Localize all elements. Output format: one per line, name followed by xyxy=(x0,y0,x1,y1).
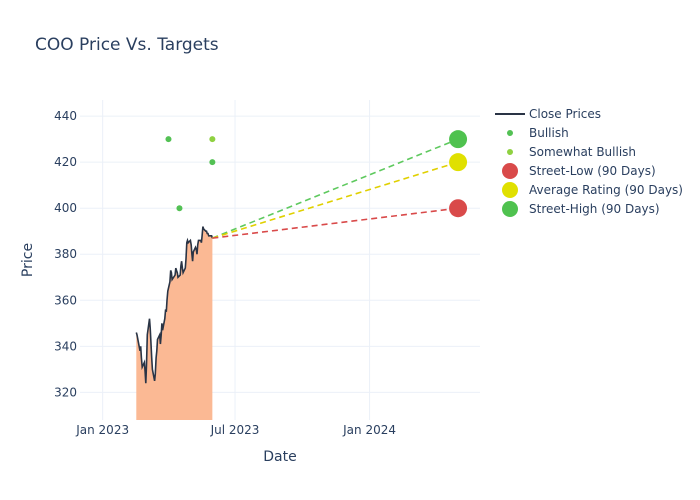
projection-lines xyxy=(212,138,459,239)
x-axis-title: Date xyxy=(263,449,296,465)
legend: Close Prices Bullish Somewhat Bullish Stree… xyxy=(495,107,683,217)
close-price-fill xyxy=(136,226,213,420)
legend-label: Somewhat Bullish xyxy=(529,145,636,159)
legend-label: Close Prices xyxy=(529,107,601,121)
target-street-high-days xyxy=(449,130,468,149)
bullish-point xyxy=(176,205,183,212)
legend-label: Average Rating (90 Days) xyxy=(529,183,683,197)
close-price-area xyxy=(136,226,213,420)
y-axis-title: Price xyxy=(20,243,36,277)
legend-label: Bullish xyxy=(529,126,569,140)
legend-swatch-dot xyxy=(507,130,513,136)
legend-swatch-marker xyxy=(502,182,518,198)
x-tick-label: Jan 2023 xyxy=(75,423,129,437)
legend-label: Street-Low (90 Days) xyxy=(529,164,656,178)
y-tick-label: 440 xyxy=(54,109,77,123)
y-tick-label: 400 xyxy=(54,201,77,215)
somewhat-bullish-point xyxy=(209,136,216,143)
bullish-point xyxy=(209,159,216,166)
y-tick-label: 320 xyxy=(54,385,77,399)
y-tick-label: 420 xyxy=(54,155,77,169)
rating-points xyxy=(165,136,216,212)
y-tick-label: 340 xyxy=(54,339,77,353)
legend-label: Street-High (90 Days) xyxy=(529,202,660,216)
target-average-rating-days xyxy=(449,153,468,172)
chart-title: COO Price Vs. Targets xyxy=(35,35,219,55)
bullish-point xyxy=(165,136,172,143)
close-price-line xyxy=(135,226,214,384)
close-price-line-layer xyxy=(135,226,214,384)
projection-line-street-high xyxy=(212,138,459,239)
legend-swatch-marker xyxy=(502,201,518,217)
target-street-low-days xyxy=(449,199,468,218)
legend-swatch-dot xyxy=(507,149,513,155)
y-tick-label: 360 xyxy=(54,293,77,307)
axis-ticks: 320 340 360 380 400 420 440 Jan 2023 Jul 2023 Jan… xyxy=(54,109,396,437)
x-tick-label: Jul 2023 xyxy=(210,423,260,437)
projection-line-average-rating xyxy=(212,161,459,239)
target-markers xyxy=(449,130,468,218)
y-tick-label: 380 xyxy=(54,247,77,261)
legend-swatch-marker xyxy=(502,163,518,179)
projection-line-street-low xyxy=(212,207,459,239)
x-tick-label: Jan 2024 xyxy=(342,423,396,437)
